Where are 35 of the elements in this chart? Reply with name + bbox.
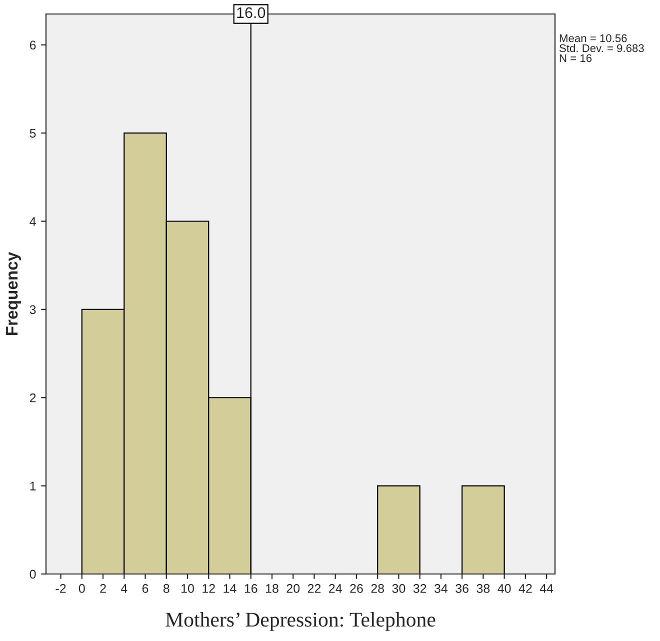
ref-line-label: 16.0	[237, 7, 266, 18]
y-tick-label: 1	[30, 482, 36, 490]
x-tick-label: 12	[202, 584, 215, 593]
y-tick-label: 5	[30, 128, 36, 138]
x-tick-label: 8	[163, 584, 170, 593]
x-tick-label: 6	[142, 584, 148, 593]
x-tick-label: 14	[224, 584, 236, 593]
x-tick-label: 44	[540, 584, 554, 593]
y-tick-label: 4	[30, 217, 36, 226]
x-tick-label: 0	[78, 584, 85, 593]
x-tick-label: 16	[244, 584, 258, 593]
x-tick-label: 42	[518, 584, 532, 593]
text: Mean = 10.56 Std. Dev. = 9.683 N = 16	[560, 34, 644, 62]
x-tick-label: 36	[456, 584, 468, 593]
x-tick-label: 40	[498, 584, 511, 593]
x-tick-label: 32	[413, 584, 426, 593]
x-tick-label: 20	[286, 584, 300, 593]
y-tick-label: 6	[30, 40, 36, 50]
x-tick-label: 34	[434, 584, 448, 593]
y-axis-title: Frequency	[6, 252, 21, 336]
x-axis-title: Mothers’ Depression: Telephone	[166, 612, 436, 631]
x-tick-label: 30	[392, 584, 406, 593]
x-tick-label: 2	[100, 584, 106, 593]
x-tick-label: 38	[476, 584, 490, 593]
x-tick-label: 22	[308, 584, 321, 593]
y-tick-label: 0	[30, 570, 36, 579]
x-tick-label: -2	[56, 584, 66, 593]
y-tick-label: 3	[30, 305, 36, 314]
x-tick-label: 24	[329, 584, 342, 593]
x-tick-label: 26	[350, 584, 363, 593]
x-tick-label: 28	[371, 584, 384, 593]
x-tick-label: 18	[266, 584, 278, 593]
x-tick-label: 10	[182, 584, 194, 593]
y-tick-label: 2	[30, 393, 36, 402]
x-tick-label: 4	[120, 584, 128, 593]
